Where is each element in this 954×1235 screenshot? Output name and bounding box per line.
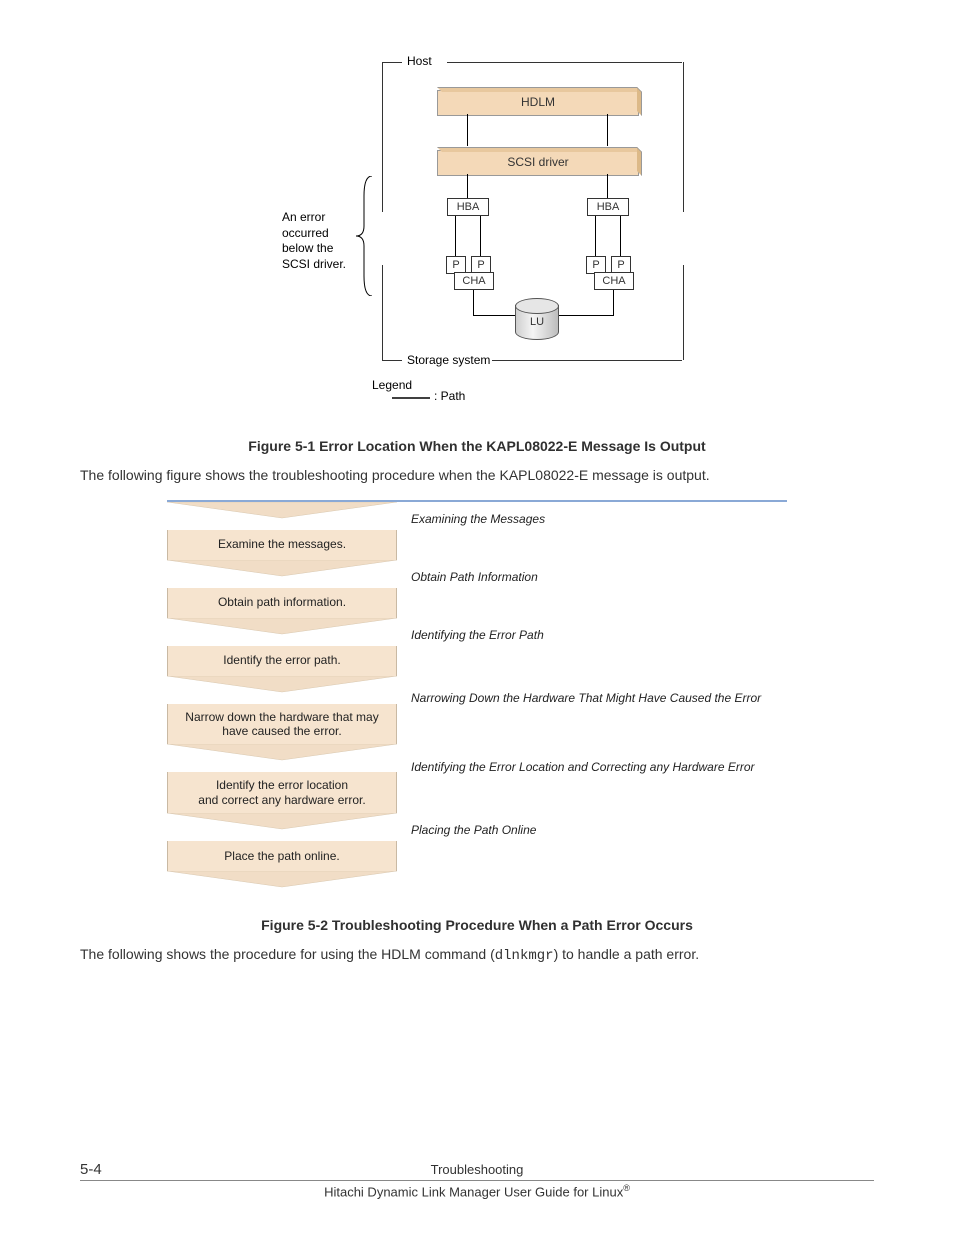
host-label: Host [407, 54, 432, 68]
brace-icon [352, 176, 376, 296]
figure-5-1-caption: Figure 5-1 Error Location When the KAPL0… [80, 438, 874, 454]
flow-connector-icon [167, 618, 397, 646]
flow-step: Place the path online. [167, 813, 397, 871]
scsi-box: SCSI driver [437, 150, 639, 176]
dlnkmgr-code: dlnkmgr [495, 948, 554, 964]
flow-step: Identify the error path. [167, 618, 397, 676]
flow-step-desc: Placing the Path Online [397, 823, 787, 861]
flow-row: Narrow down the hardware that may have c… [167, 676, 787, 745]
flow-step-desc: Examining the Messages [397, 512, 787, 550]
flow-row: Examine the messages.Examining the Messa… [167, 502, 787, 560]
flow-step: Obtain path information. [167, 560, 397, 618]
footer-section: Troubleshooting [140, 1162, 814, 1177]
legend-line-icon [392, 394, 430, 402]
page-number: 5-4 [80, 1161, 140, 1178]
flow-connector-icon [167, 744, 397, 772]
hba-box-right: HBA [587, 198, 629, 216]
flow-step-label: Examine the messages. [167, 530, 397, 560]
hba-box-left: HBA [447, 198, 489, 216]
flow-step: Identify the error location and correct … [167, 744, 397, 813]
figure-5-2-caption: Figure 5-2 Troubleshooting Procedure Whe… [80, 917, 874, 933]
flow-connector-icon [167, 813, 397, 841]
page-footer: 5-4 Troubleshooting Hitachi Dynamic Link… [80, 1161, 874, 1199]
storage-label: Storage system [407, 353, 490, 367]
flow-row: Obtain path information.Obtain Path Info… [167, 560, 787, 618]
flow-step-desc: Narrowing Down the Hardware That Might H… [397, 691, 787, 729]
error-text: An error occurred below the SCSI driver. [282, 210, 346, 272]
flow-connector-icon [167, 676, 397, 704]
footer-book: Hitachi Dynamic Link Manager User Guide … [80, 1183, 874, 1199]
lu-cylinder: LU [515, 305, 559, 340]
flow-step-desc: Obtain Path Information [397, 570, 787, 608]
figure-5-1: Host HDLM SCSI driver HBA HBA [80, 50, 874, 420]
flow-connector-icon [167, 560, 397, 588]
legend-label: Legend [372, 378, 412, 392]
flow-row: Identify the error location and correct … [167, 744, 787, 813]
flow-connector-icon [167, 871, 397, 899]
hdlm-box: HDLM [437, 90, 639, 116]
architecture-diagram: Host HDLM SCSI driver HBA HBA [242, 50, 712, 420]
flow-chart: Examine the messages.Examining the Messa… [167, 500, 787, 900]
legend-path-label: : Path [434, 389, 465, 403]
flow-row: Place the path online.Placing the Path O… [167, 813, 787, 871]
cha-box-left: CHA [454, 272, 494, 290]
flow-step-label: Obtain path information. [167, 588, 397, 618]
flow-row: Identify the error path.Identifying the … [167, 618, 787, 676]
para-2: The following shows the procedure for us… [80, 945, 874, 967]
flow-step: Narrow down the hardware that may have c… [167, 676, 397, 745]
flow-row [167, 871, 787, 899]
flow-step-label: Identify the error path. [167, 646, 397, 676]
flow-step: Examine the messages. [167, 502, 397, 560]
flow-step-desc: Identifying the Error Location and Corre… [397, 760, 787, 798]
figure-5-2: Examine the messages.Examining the Messa… [80, 496, 874, 900]
cha-box-right: CHA [594, 272, 634, 290]
para-1: The following figure shows the troublesh… [80, 466, 874, 486]
flow-step-label: Narrow down the hardware that may have c… [167, 704, 397, 745]
flow-step-label: Identify the error location and correct … [167, 772, 397, 813]
flow-connector-icon [167, 502, 397, 530]
flow-step-desc: Identifying the Error Path [397, 628, 787, 666]
flow-step-label: Place the path online. [167, 841, 397, 871]
